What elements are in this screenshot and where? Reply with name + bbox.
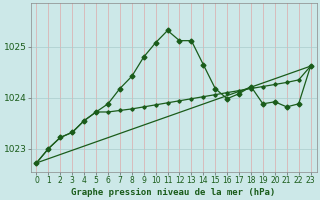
X-axis label: Graphe pression niveau de la mer (hPa): Graphe pression niveau de la mer (hPa) <box>71 188 276 197</box>
